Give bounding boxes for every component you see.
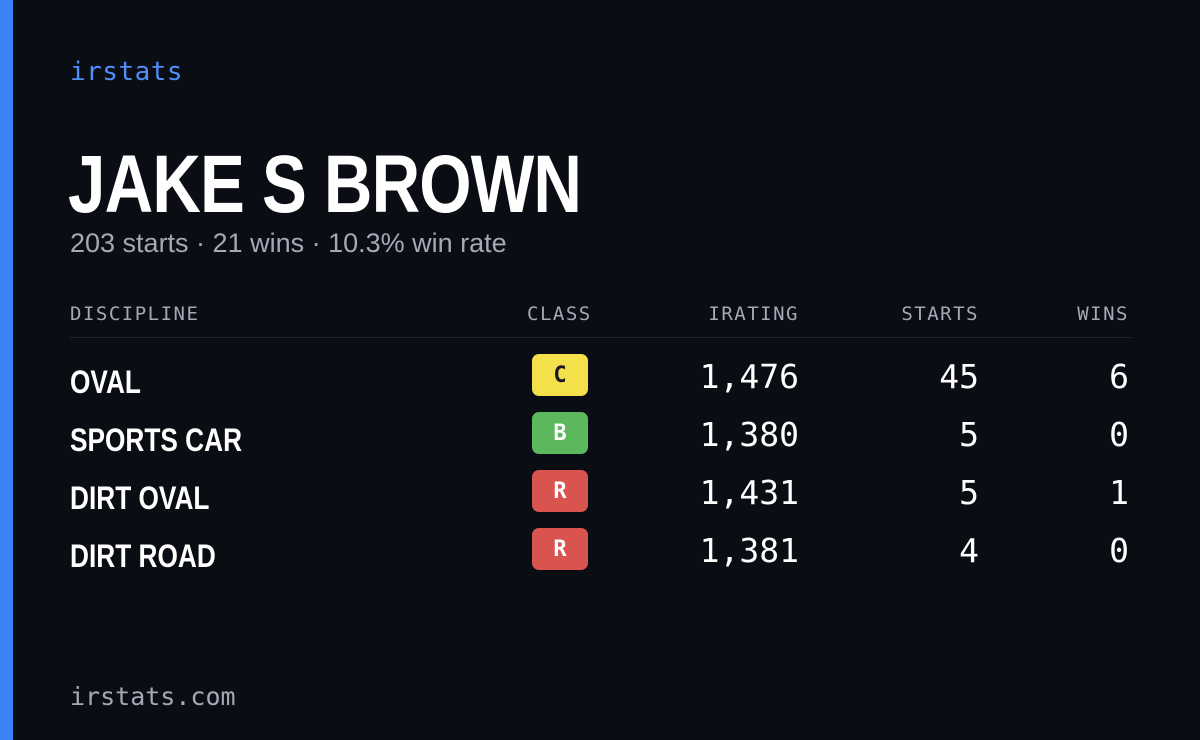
- starts-value: 45: [939, 357, 979, 396]
- driver-name: JAKE S BROWN: [68, 139, 582, 230]
- brand-logo: irstats: [70, 57, 184, 87]
- irating-value: 1,476: [699, 357, 799, 396]
- header-wins: WINS: [1077, 303, 1129, 325]
- table-row: DIRT OVAL R 1,431 5 1: [0, 470, 1200, 528]
- table-row: SPORTS CAR B 1,380 5 0: [0, 412, 1200, 470]
- class-badge: B: [532, 412, 588, 454]
- starts-value: 5: [959, 473, 979, 512]
- discipline-label: OVAL: [70, 364, 141, 400]
- class-badge: C: [532, 354, 588, 396]
- table-row: OVAL C 1,476 45 6: [0, 354, 1200, 412]
- irating-value: 1,380: [699, 415, 799, 454]
- starts-value: 4: [959, 531, 979, 570]
- table-row: DIRT ROAD R 1,381 4 0: [0, 528, 1200, 586]
- header-irating: IRATING: [708, 303, 799, 325]
- discipline-label: SPORTS CAR: [70, 422, 243, 458]
- accent-bar: [0, 0, 13, 740]
- irating-value: 1,381: [699, 531, 799, 570]
- header-starts: STARTS: [901, 303, 979, 325]
- wins-value: 0: [1109, 531, 1129, 570]
- footer-domain: irstats.com: [70, 682, 236, 711]
- wins-value: 0: [1109, 415, 1129, 454]
- irating-value: 1,431: [699, 473, 799, 512]
- header-class: CLASS: [527, 303, 592, 325]
- driver-summary: 203 starts · 21 wins · 10.3% win rate: [70, 228, 507, 258]
- class-badge: R: [532, 470, 588, 512]
- wins-value: 6: [1109, 357, 1129, 396]
- class-badge: R: [532, 528, 588, 570]
- discipline-label: DIRT OVAL: [70, 480, 210, 516]
- wins-value: 1: [1109, 473, 1129, 512]
- discipline-label: DIRT ROAD: [70, 538, 216, 574]
- starts-value: 5: [959, 415, 979, 454]
- header-discipline: DISCIPLINE: [70, 303, 200, 325]
- header-divider: [70, 337, 1131, 338]
